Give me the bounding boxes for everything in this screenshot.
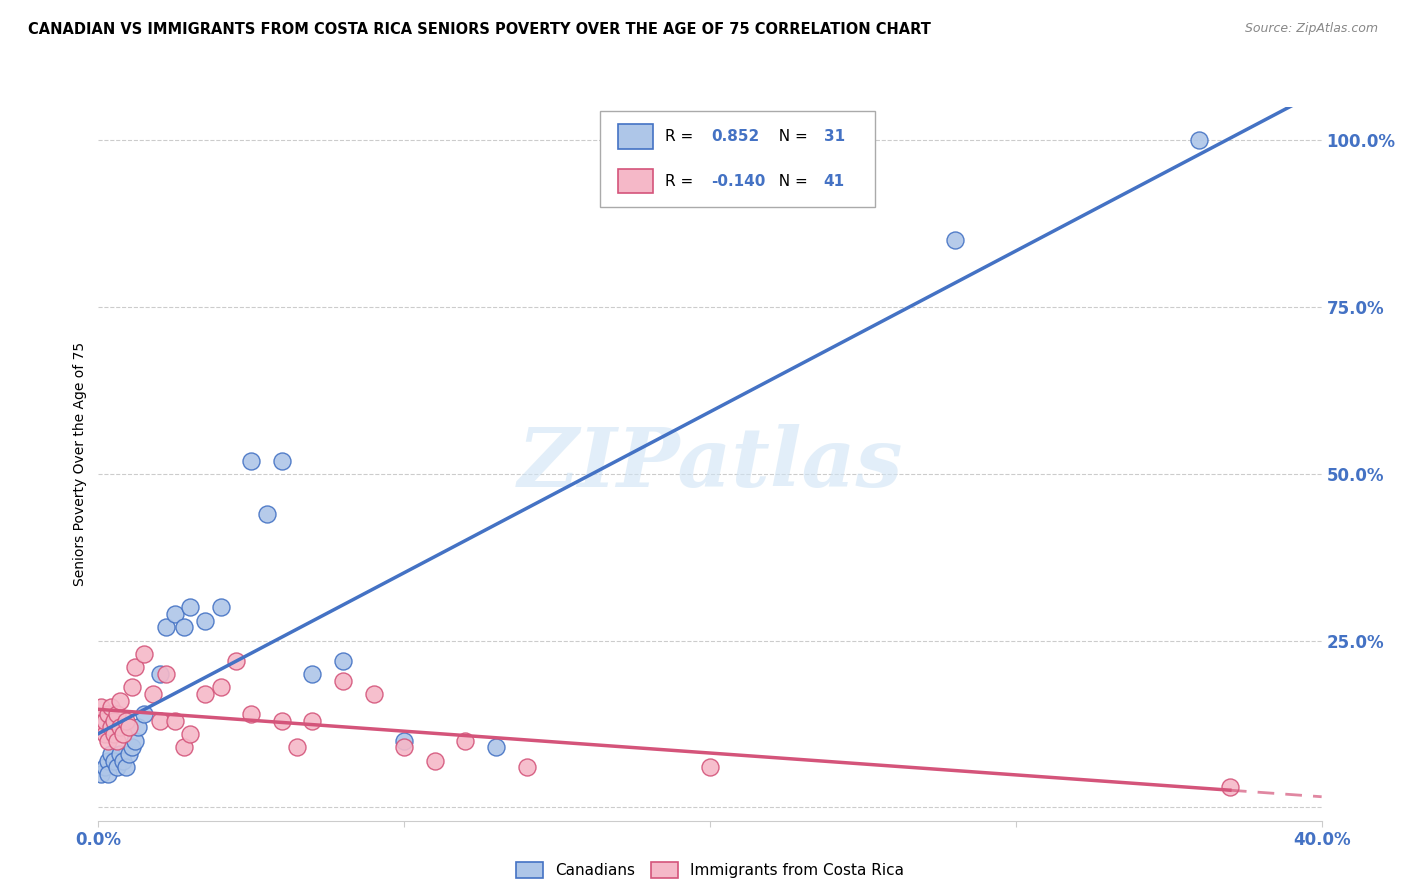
- Text: Source: ZipAtlas.com: Source: ZipAtlas.com: [1244, 22, 1378, 36]
- Point: [105, 733, 128, 747]
- Point: [105, 706, 128, 721]
- Point: [97, 706, 120, 721]
- Point: [93, 714, 115, 728]
- Point: [97, 767, 120, 781]
- Point: [103, 714, 125, 728]
- Point: [163, 607, 186, 621]
- Point: [301, 667, 323, 681]
- Point: [124, 733, 146, 747]
- Point: [179, 600, 201, 615]
- Text: 31: 31: [824, 129, 845, 144]
- Point: [149, 667, 172, 681]
- Text: R =: R =: [665, 129, 697, 144]
- Point: [454, 733, 477, 747]
- Point: [194, 614, 217, 628]
- Point: [285, 740, 308, 755]
- Point: [485, 740, 508, 755]
- Point: [105, 760, 128, 774]
- Point: [97, 754, 120, 768]
- Point: [90, 720, 112, 734]
- Point: [363, 687, 385, 701]
- Point: [209, 680, 232, 694]
- Point: [90, 767, 112, 781]
- Point: [194, 687, 217, 701]
- Point: [423, 754, 446, 768]
- Point: [127, 720, 149, 734]
- Point: [173, 620, 195, 634]
- Point: [392, 740, 416, 755]
- Point: [173, 740, 195, 755]
- Point: [943, 234, 966, 248]
- Point: [93, 727, 115, 741]
- Point: [256, 507, 278, 521]
- Text: 41: 41: [824, 174, 845, 188]
- Point: [240, 706, 263, 721]
- Point: [149, 714, 172, 728]
- Point: [115, 760, 138, 774]
- Point: [121, 680, 143, 694]
- Point: [270, 714, 292, 728]
- Point: [103, 727, 125, 741]
- Point: [179, 727, 201, 741]
- Point: [392, 733, 416, 747]
- Point: [332, 673, 354, 688]
- Point: [225, 654, 247, 668]
- Legend: Canadians, Immigrants from Costa Rica: Canadians, Immigrants from Costa Rica: [509, 856, 911, 884]
- FancyBboxPatch shape: [619, 169, 652, 194]
- Point: [1219, 780, 1241, 795]
- Text: N =: N =: [769, 174, 813, 188]
- Point: [118, 720, 141, 734]
- Text: CANADIAN VS IMMIGRANTS FROM COSTA RICA SENIORS POVERTY OVER THE AGE OF 75 CORREL: CANADIAN VS IMMIGRANTS FROM COSTA RICA S…: [28, 22, 931, 37]
- Point: [163, 714, 186, 728]
- Point: [100, 700, 122, 714]
- FancyBboxPatch shape: [619, 124, 652, 149]
- Point: [134, 706, 156, 721]
- Point: [118, 747, 141, 761]
- Text: -0.140: -0.140: [711, 174, 766, 188]
- Point: [111, 727, 134, 741]
- Point: [100, 720, 122, 734]
- Text: ZIPatlas: ZIPatlas: [517, 424, 903, 504]
- FancyBboxPatch shape: [600, 111, 875, 207]
- Point: [240, 453, 263, 467]
- Text: 0.852: 0.852: [711, 129, 759, 144]
- Point: [516, 760, 538, 774]
- Point: [270, 453, 292, 467]
- Text: N =: N =: [769, 129, 813, 144]
- Point: [115, 714, 138, 728]
- Point: [1188, 133, 1211, 147]
- Point: [155, 620, 177, 634]
- Point: [332, 654, 354, 668]
- Point: [134, 647, 156, 661]
- Y-axis label: Seniors Poverty Over the Age of 75: Seniors Poverty Over the Age of 75: [73, 342, 87, 586]
- Point: [108, 693, 131, 707]
- Point: [121, 740, 143, 755]
- Point: [100, 747, 122, 761]
- Point: [111, 754, 134, 768]
- Point: [301, 714, 323, 728]
- Point: [124, 660, 146, 674]
- Point: [97, 733, 120, 747]
- Point: [93, 760, 115, 774]
- Point: [699, 760, 721, 774]
- Point: [103, 754, 125, 768]
- Point: [108, 747, 131, 761]
- Point: [209, 600, 232, 615]
- Text: R =: R =: [665, 174, 697, 188]
- Point: [108, 720, 131, 734]
- Point: [155, 667, 177, 681]
- Point: [90, 700, 112, 714]
- Point: [142, 687, 165, 701]
